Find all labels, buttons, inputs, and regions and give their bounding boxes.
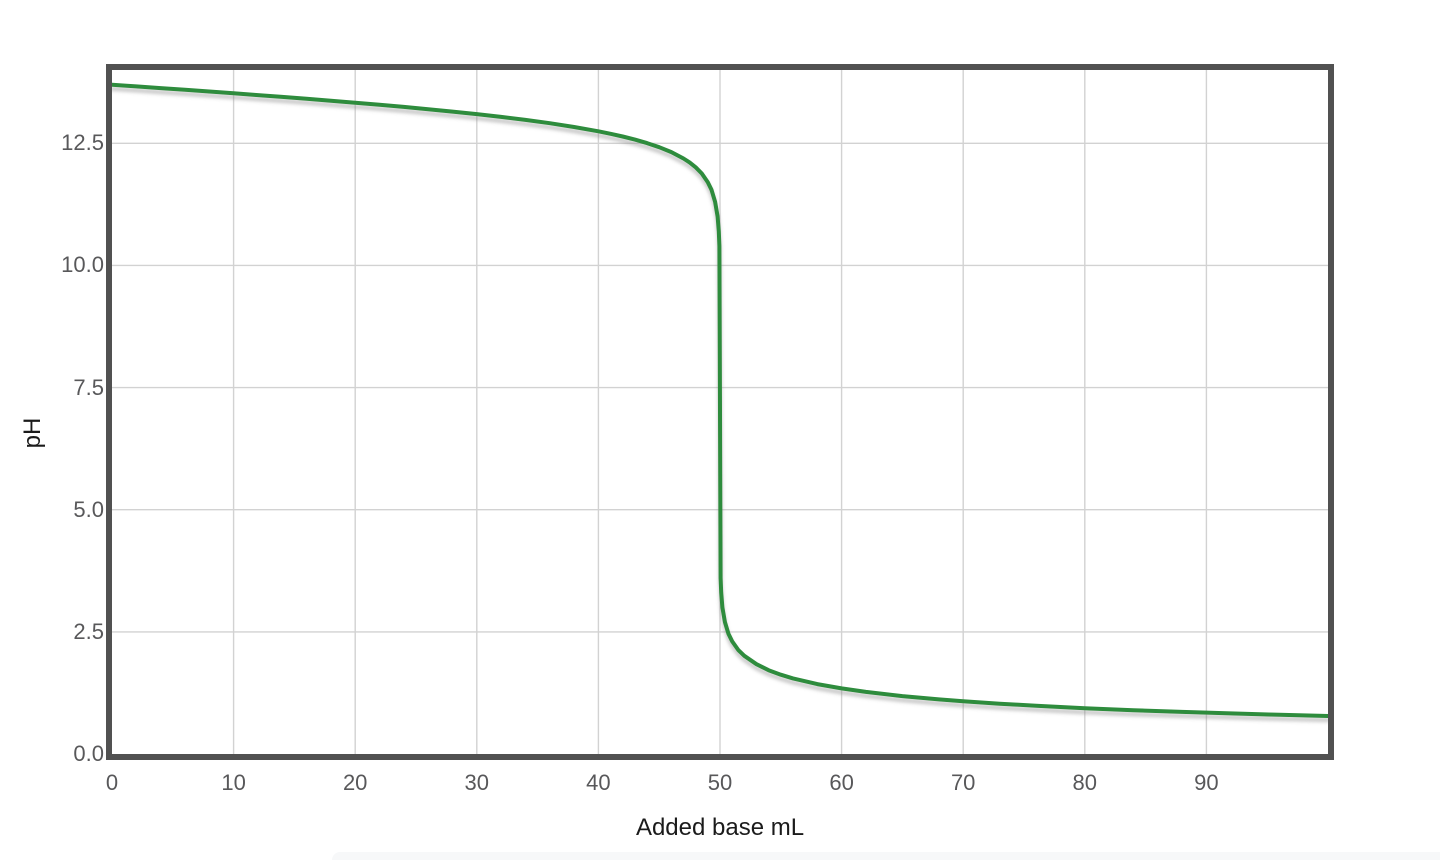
x-tick-label: 20 [342, 770, 368, 795]
y-tick-label: 5.0 [73, 496, 104, 522]
bottom-panel-edge [332, 852, 1440, 860]
titration-curve-line [112, 82, 1328, 718]
x-tick-label: 60 [829, 770, 854, 795]
titration-curve-plot [112, 70, 1328, 754]
y-axis-title: pH [19, 417, 46, 449]
x-tick-label: 50 [707, 770, 733, 795]
x-tick-label: 30 [464, 770, 490, 795]
x-tick-label: 40 [586, 770, 611, 795]
x-tick-label: 90 [1194, 770, 1219, 795]
x-axis-title: Added base mL [635, 814, 805, 841]
y-tick-label: 0.0 [73, 741, 104, 766]
y-tick-label: 7.5 [73, 374, 104, 400]
x-tick-label: 80 [1072, 770, 1098, 795]
y-tick-label: 2.5 [73, 618, 104, 644]
x-tick-label: 10 [221, 770, 246, 795]
x-tick-label: 70 [950, 770, 976, 795]
y-tick-label: 12.5 [61, 130, 104, 156]
y-tick-label: 10.0 [61, 252, 104, 278]
x-tick-label: 0 [105, 770, 119, 795]
plot-area [106, 64, 1334, 760]
grid-lines [112, 70, 1328, 754]
